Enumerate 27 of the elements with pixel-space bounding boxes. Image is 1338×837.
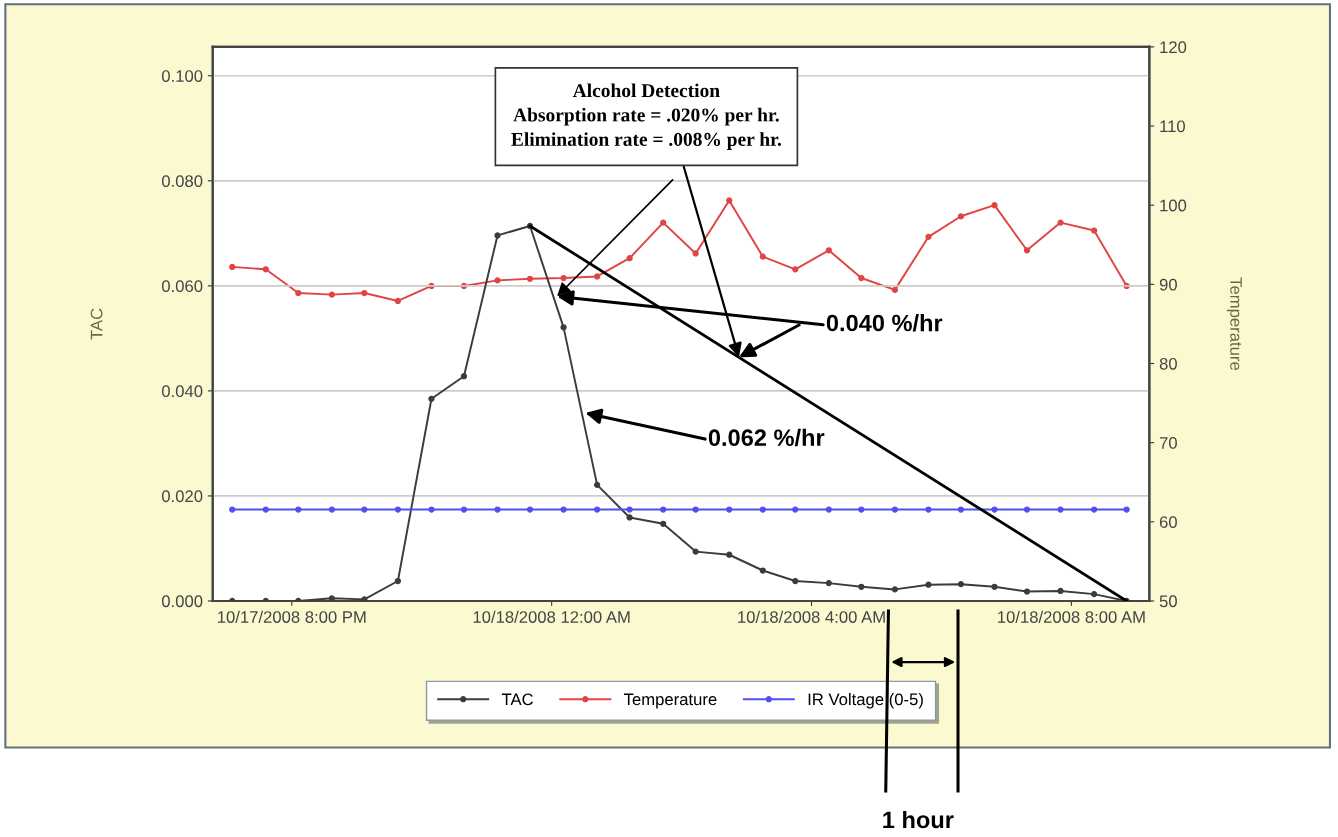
y-tick-label: 0.000 [161, 595, 203, 608]
annotation: 0.062 %/hr [708, 428, 825, 447]
y-tick-label: 0.040 [161, 385, 203, 398]
x-tick-label: 10/18/2008 8:00 AM [998, 610, 1145, 623]
text: 1 hour [883, 810, 954, 829]
y2-tick-label: 80 [1159, 357, 1177, 370]
y2-tick-label: 90 [1159, 278, 1177, 291]
y2-tick-label: 60 [1159, 516, 1177, 529]
y-tick-label: 0.020 [161, 490, 203, 503]
legend-label: Temperature [624, 693, 717, 709]
y-tick-label: 0.060 [161, 280, 203, 293]
x-tick-label: 10/17/2008 8:00 PM [218, 610, 366, 623]
annotation: Alcohol Detection Absorption rate = .020% per hr. Elimination rate = .008% per hr. [511, 83, 781, 150]
x-tick-label: 10/18/2008 4:00 AM [738, 610, 885, 623]
y2-tick-label: 110 [1160, 120, 1185, 133]
y2-tick-label: 50 [1159, 595, 1177, 608]
y2-tick-label: 120 [1160, 41, 1187, 54]
y2-tick-label: 70 [1159, 437, 1177, 449]
legend-label: IR Voltage (0-5) [808, 693, 923, 709]
annotation: 0.040 %/hr [826, 314, 943, 332]
legend-label: TAC [501, 693, 533, 706]
y-tick-label: 0.080 [161, 175, 203, 187]
y-tick-label: 0.100 [161, 70, 203, 82]
y-axis-title: TAC [90, 308, 103, 340]
y2-tick-label: 100 [1160, 199, 1187, 212]
y2-axis-title: Temperature [1226, 277, 1242, 370]
x-tick-label: 10/18/2008 12:00 AM [473, 610, 630, 623]
